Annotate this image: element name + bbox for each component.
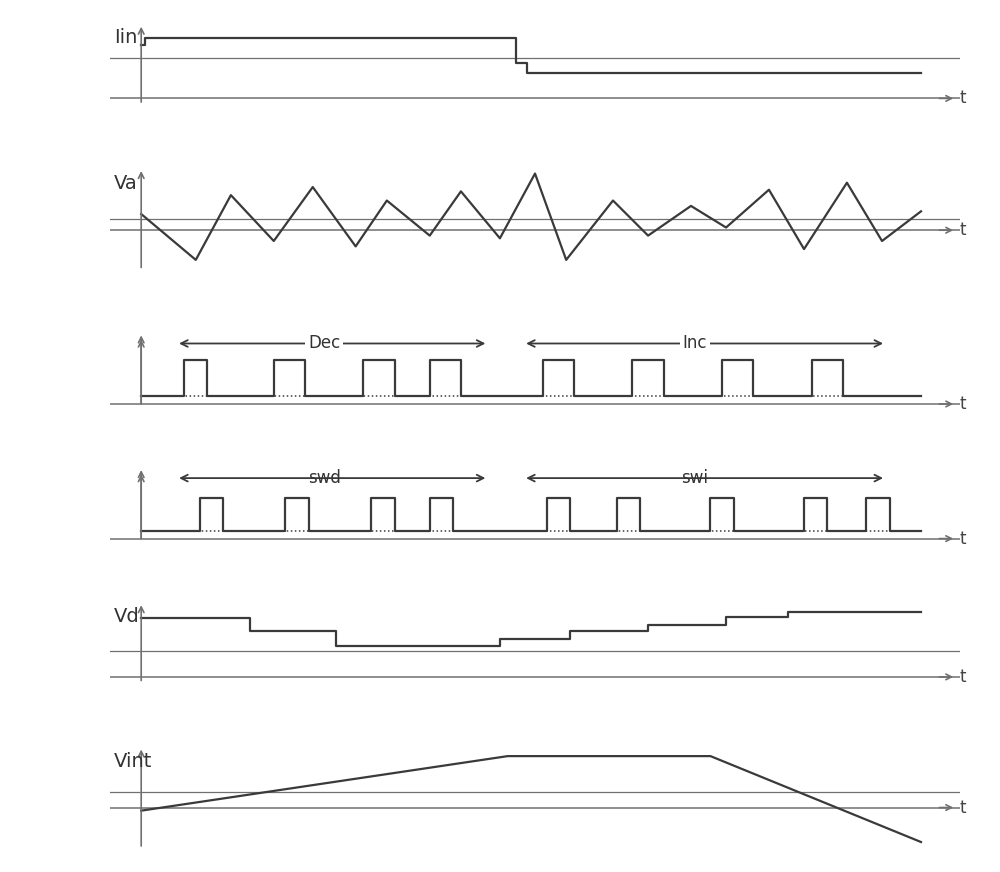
Text: t: t [960, 90, 966, 107]
Text: Iin: Iin [114, 29, 137, 47]
Text: Vd: Vd [114, 607, 140, 626]
Text: swd: swd [308, 469, 341, 487]
Text: Va: Va [114, 174, 138, 193]
Text: Inc: Inc [683, 335, 707, 352]
Text: t: t [960, 221, 966, 239]
Text: Dec: Dec [308, 335, 341, 352]
Text: swi: swi [681, 469, 708, 487]
Text: t: t [960, 668, 966, 686]
Text: t: t [960, 799, 966, 816]
Text: t: t [960, 395, 966, 413]
Text: Vint: Vint [114, 753, 152, 772]
Text: t: t [960, 529, 966, 548]
